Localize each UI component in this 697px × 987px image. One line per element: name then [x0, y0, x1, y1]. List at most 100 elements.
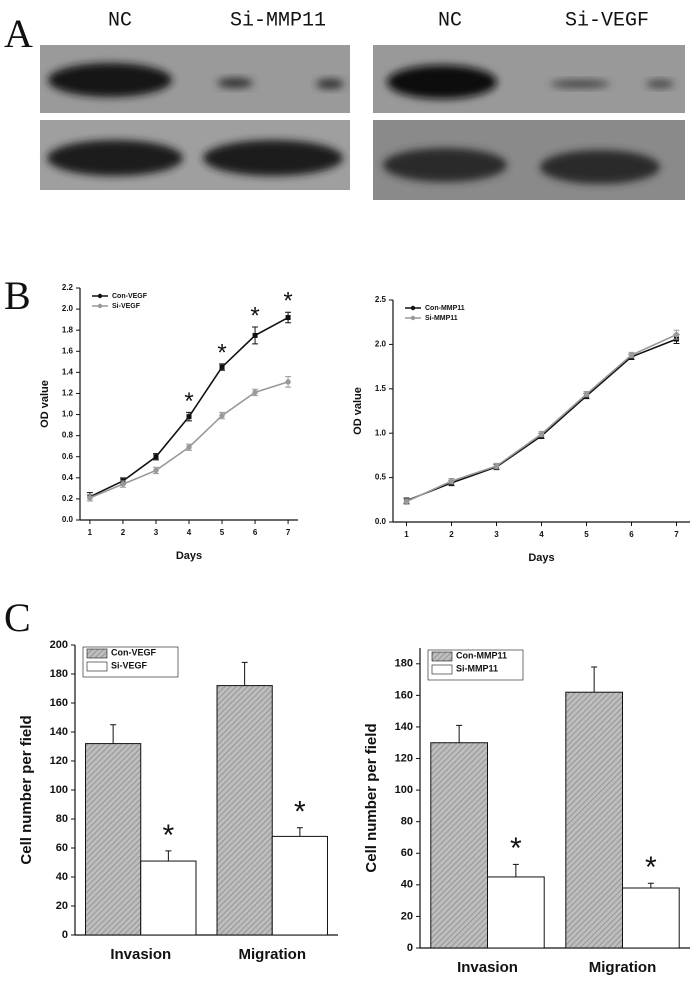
y-tick-label: 0.0 — [62, 515, 74, 524]
lane-label: NC — [108, 9, 132, 32]
y-tick-label: 2.2 — [62, 283, 74, 292]
marker — [186, 414, 192, 420]
y-tick-label: 1.8 — [62, 325, 74, 334]
bar — [85, 743, 142, 936]
significance: * — [217, 339, 226, 366]
x-tick-label: 6 — [253, 528, 258, 537]
y-tick-label: 1.0 — [62, 410, 74, 419]
y-tick-label: 1.6 — [62, 346, 74, 355]
panel-label: C — [4, 595, 31, 640]
y-tick-label: 160 — [50, 697, 68, 709]
x-tick-label: 2 — [449, 530, 454, 539]
y-tick-label: 180 — [395, 658, 413, 670]
error-bar — [456, 724, 463, 743]
legend-label: Con-VEGF — [111, 647, 156, 657]
bar — [565, 691, 623, 949]
y-tick-label: 80 — [56, 813, 68, 825]
marker — [285, 379, 291, 385]
significance: * — [163, 819, 175, 852]
y-tick-label: 200 — [50, 639, 68, 651]
marker — [219, 412, 225, 419]
marker — [628, 352, 635, 358]
x-tick-label: 7 — [674, 530, 679, 539]
y-tick-label: 60 — [56, 842, 68, 854]
x-tick-label: 5 — [220, 528, 225, 537]
y-tick-label: 100 — [50, 784, 68, 796]
significance: * — [184, 388, 193, 415]
y-tick-label: 1.4 — [62, 367, 74, 376]
blot — [373, 45, 685, 200]
y-tick-label: 0 — [62, 929, 68, 941]
marker — [285, 315, 291, 321]
x-tick-label: 1 — [404, 530, 409, 539]
y-tick-label: 20 — [401, 910, 413, 922]
y-tick-label: 140 — [50, 726, 68, 738]
x-axis-title: Days — [176, 550, 202, 562]
significance: * — [283, 288, 292, 315]
error-bar — [591, 666, 598, 693]
significance: * — [294, 796, 306, 829]
legend-label: Con-VEGF — [112, 293, 148, 300]
x-tick-label: 2 — [121, 528, 126, 537]
bar — [216, 685, 273, 936]
y-tick-label: 80 — [401, 816, 413, 828]
significance: * — [250, 302, 259, 329]
significance: * — [645, 851, 657, 884]
y-tick-label: 0.8 — [62, 431, 74, 440]
legend-label: Si-MMP11 — [425, 315, 458, 322]
y-tick-label: 1.0 — [375, 428, 387, 437]
y-tick-label: 160 — [395, 689, 413, 701]
y-tick-label: 0.5 — [375, 473, 387, 482]
x-tick-label: Migration — [239, 946, 307, 963]
panel-label: B — [4, 273, 31, 318]
error-bar — [241, 661, 248, 686]
y-tick-label: 180 — [50, 668, 68, 680]
y-tick-label: 2.0 — [375, 340, 387, 349]
y-tick-label: 0.2 — [62, 494, 74, 503]
y-axis-title: Cell number per field — [18, 715, 35, 864]
y-tick-label: 100 — [395, 784, 413, 796]
bar — [487, 876, 545, 949]
y-tick-label: 140 — [395, 721, 413, 733]
bar — [622, 887, 680, 949]
marker — [153, 467, 159, 474]
y-tick-label: 0.4 — [62, 473, 74, 482]
legend-swatch — [86, 661, 108, 672]
y-tick-label: 0.0 — [375, 517, 387, 526]
y-tick-label: 2.0 — [62, 304, 74, 313]
marker — [219, 364, 225, 370]
x-tick-label: 5 — [584, 530, 589, 539]
marker — [87, 495, 93, 501]
significance: * — [510, 832, 522, 865]
y-tick-label: 1.2 — [62, 389, 74, 398]
legend-swatch — [431, 664, 453, 675]
y-tick-label: 120 — [395, 752, 413, 764]
marker — [448, 478, 455, 484]
legend-swatch — [86, 648, 108, 659]
legend-label: Si-VEGF — [111, 660, 148, 670]
y-axis-title: Cell number per field — [363, 723, 380, 872]
legend-marker — [410, 305, 416, 311]
legend-label: Si-VEGF — [112, 303, 141, 310]
lane-label: NC — [438, 9, 462, 32]
x-axis-title: Days — [528, 552, 554, 564]
x-tick-label: 6 — [629, 530, 634, 539]
y-axis-title: OD value — [352, 387, 364, 435]
marker — [493, 463, 500, 469]
marker — [186, 444, 192, 450]
legend-label: Con-MMP11 — [425, 305, 465, 312]
panel-label: A — [4, 11, 33, 56]
x-tick-label: 3 — [494, 530, 499, 539]
error-bar — [296, 827, 303, 837]
y-tick-label: 40 — [401, 879, 413, 891]
y-tick-label: 1.5 — [375, 384, 387, 393]
legend-label: Con-MMP11 — [456, 650, 507, 660]
y-tick-label: 60 — [401, 847, 413, 859]
bar — [140, 860, 197, 936]
error-bar — [647, 882, 654, 888]
y-tick-label: 120 — [50, 755, 68, 767]
x-tick-label: Invasion — [457, 959, 518, 976]
marker — [252, 389, 258, 396]
